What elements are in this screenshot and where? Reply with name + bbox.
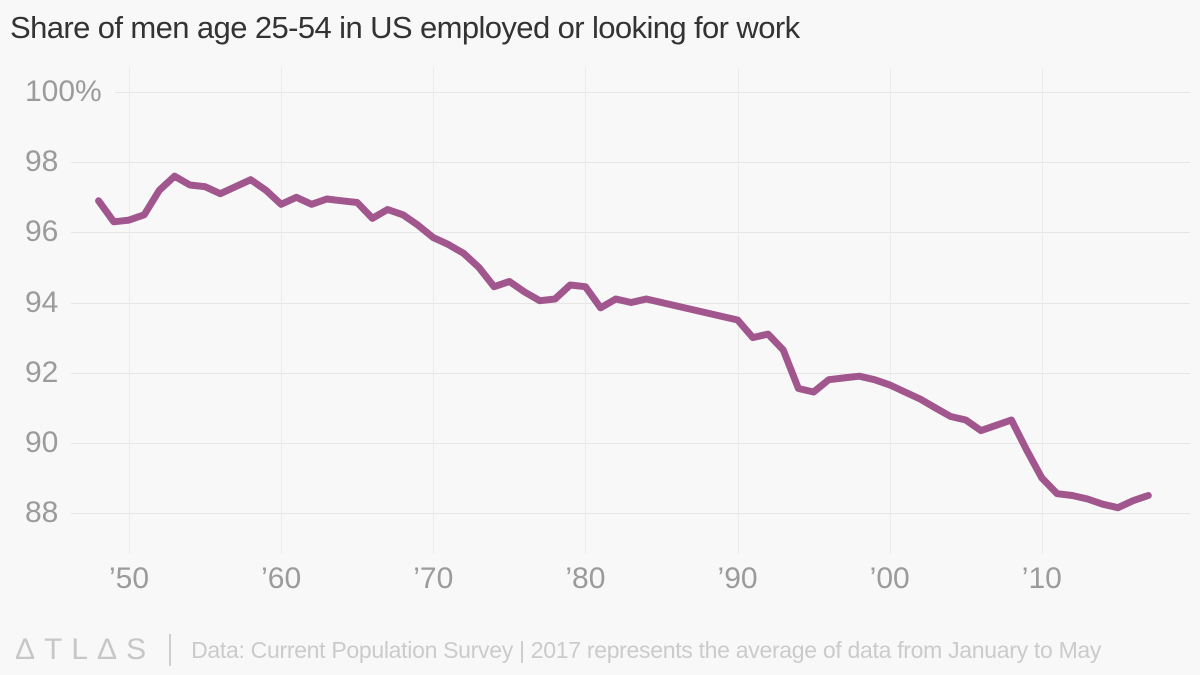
horizontal-gridline [71, 513, 1190, 514]
x-axis-tick-label: ’60 [261, 562, 302, 595]
y-axis-tick-label: 94 [25, 285, 59, 319]
horizontal-gridline [71, 232, 1190, 234]
x-axis-tick-label: ’80 [565, 562, 606, 595]
y-axis-tick-label: 100% [25, 75, 102, 108]
vertical-gridline [585, 68, 587, 554]
vertical-gridline [1041, 68, 1043, 554]
vertical-gridline [281, 68, 283, 554]
x-axis-tick-label: ’70 [413, 562, 454, 595]
employment-line [95, 172, 1152, 512]
footer-source-text: Data: Current Population Survey | 2017 r… [191, 636, 1102, 663]
y-axis-tick-label: 92 [25, 355, 59, 389]
horizontal-gridline [115, 92, 1190, 93]
y-axis-tick-label: 98 [25, 145, 59, 179]
horizontal-gridline [71, 442, 1190, 444]
vertical-gridline [129, 68, 130, 554]
y-axis-tick-label: 96 [25, 215, 59, 249]
vertical-gridline [889, 68, 891, 554]
x-axis-tick-label: ’90 [717, 562, 758, 595]
footer: ΔTLΔS Data: Current Population Survey | … [15, 632, 1101, 668]
horizontal-gridline [71, 372, 1190, 374]
atlas-logo: ΔTLΔS [15, 633, 156, 666]
vertical-gridline [737, 68, 739, 554]
footer-separator [169, 634, 172, 666]
vertical-gridline [433, 68, 435, 554]
y-axis-tick-label: 88 [25, 496, 59, 529]
x-axis-tick-label: ’00 [869, 562, 910, 595]
horizontal-gridline [71, 162, 1190, 164]
y-axis-tick-label: 90 [25, 425, 59, 459]
x-axis-tick-label: ’10 [1021, 562, 1062, 595]
x-axis-tick-label: ’50 [108, 562, 150, 595]
chart-title: Share of men age 25-54 in US employed or… [10, 10, 800, 45]
